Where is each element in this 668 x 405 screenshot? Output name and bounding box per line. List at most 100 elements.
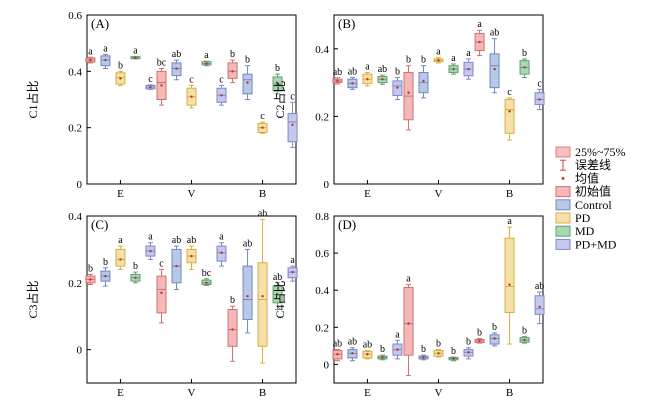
mean-point [396,348,399,351]
legend-label: 初始值 [575,184,611,199]
box-MD: bc [201,268,212,286]
box-Control: b [418,55,429,99]
box-PD-plus-MD: b [463,337,474,360]
significance-letter: c [290,91,295,102]
mean-point [508,110,511,113]
box-初始值: a [403,274,414,377]
box-Control: ab [242,238,253,334]
iqr-box [156,275,167,314]
legend-label: Control [575,198,612,212]
significance-letter: ab [333,67,342,78]
box-PD-plus-MD: b [392,67,403,100]
mean-point [231,328,234,331]
box-Control: b [489,322,500,347]
legend-swatch [555,199,571,211]
significance-letter: a [103,43,108,54]
significance-letter: ab [243,238,252,249]
box-初始值: a [474,19,485,57]
significance-letter: a [133,45,138,56]
mean-point [538,305,541,309]
box-Control: a [100,43,111,70]
significance-letter: b [466,337,471,348]
significance-letter: b [380,344,385,355]
mean-point [119,258,122,261]
y-tick-label: 0 [77,179,83,191]
box-PD: a [115,235,126,270]
box-初始值: a [85,46,96,64]
significance-letter: a [148,232,153,243]
iqr-box [504,99,515,134]
y-tick-label: 0.6 [315,248,329,260]
significance-letter: a [118,235,123,246]
significance-letter: ab [490,28,499,39]
significance-letter: c [537,78,542,89]
mean-point [452,357,455,360]
mean-point [291,270,294,274]
mean-point [261,294,264,298]
mean-point [366,78,369,81]
mean-point [205,62,208,65]
mean-point [220,94,223,97]
iqr-box [115,248,126,267]
iqr-box [257,262,268,347]
box-PD-plus-MD: a [145,232,156,260]
box-PD-plus-MD: a [216,232,227,267]
mean-point [276,82,279,86]
mean-point [246,81,249,84]
significance-letter: c [260,111,265,122]
legend-item: PD+MD [555,237,617,251]
mean-point [493,67,496,71]
box-PD: a [362,61,373,87]
significance-letter: ab [378,64,387,75]
box-初始值: b [474,327,485,344]
legend-item: 25%~75% [555,145,625,159]
mean-point [104,58,107,62]
box-MD: b [519,326,530,344]
significance-letter: a [466,48,471,59]
y-tick-label: 0.4 [68,211,82,223]
significance-letter: ab [348,67,357,78]
significance-letter: a [204,50,209,61]
box-MD: ab [377,64,388,85]
x-tick-label: E [117,188,124,200]
y-tick-label: 0.6 [68,10,82,22]
mean-point [523,66,526,69]
box-MD: b [130,261,141,284]
y-tick-label: 0 [324,359,330,371]
significance-letter: b [421,55,426,66]
significance-letter: a [365,61,370,72]
significance-letter: c [159,258,164,269]
box-PD: ab [362,340,373,360]
significance-letter: b [118,60,123,71]
box-PD-plus-MD: c [534,78,545,111]
panel-label: (D) [338,217,356,232]
significance-letter: ab [187,235,196,246]
mean-point [437,352,440,355]
legend-swatch [555,225,571,237]
significance-letter: c [219,74,224,85]
legend-label: MD [575,224,595,238]
mean-point [276,293,279,296]
mean-point [366,353,369,356]
y-axis-label: C4占比 [272,280,287,318]
box-Control: ab [347,337,358,362]
x-tick-label: E [364,387,371,399]
significance-letter: a [436,47,441,58]
box-PD-plus-MD: c [287,91,298,148]
legend-label: 误差线 [575,158,611,172]
mean-point [175,264,178,268]
box-PD: c [257,111,268,134]
box-MD: a [130,45,141,60]
mean-point [190,254,193,258]
mean-point [422,356,425,359]
mean-point [89,58,92,62]
significance-letter: c [507,87,512,98]
panel-label: (B) [338,16,355,31]
box-Control: ab [171,49,182,81]
mean-point [246,294,249,298]
legend-item: 初始值 [555,184,611,199]
significance-letter: a [451,53,456,64]
